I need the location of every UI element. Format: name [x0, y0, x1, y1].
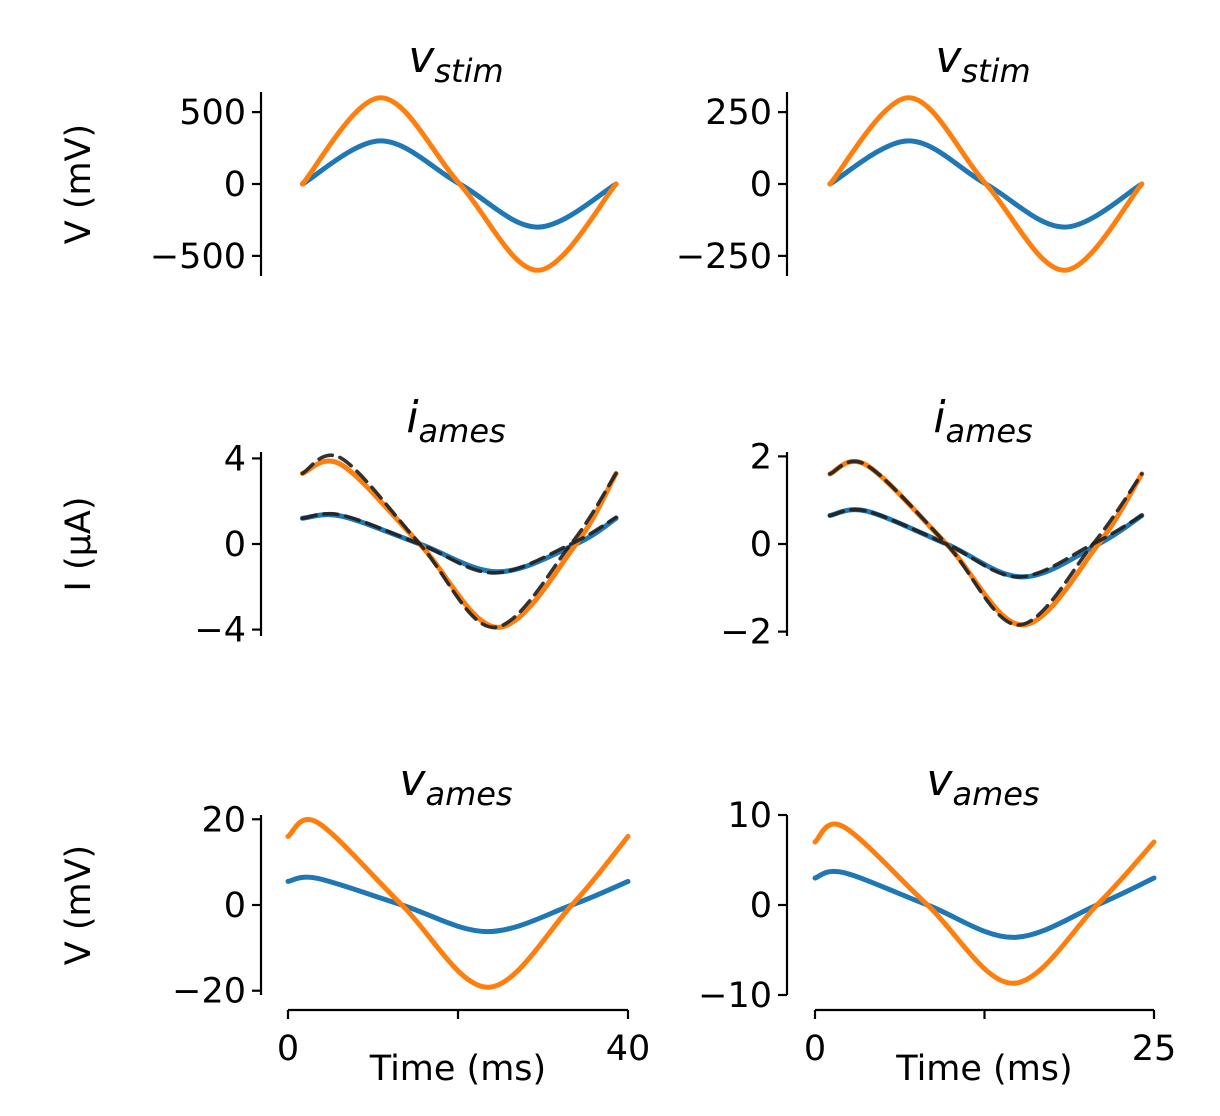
- x-tick-label: 25: [1132, 1029, 1177, 1069]
- chart-title-subscript: ames: [952, 775, 1039, 813]
- series-line: [299, 95, 619, 273]
- chart-title-main: v: [399, 755, 426, 806]
- chart-title-subscript: ames: [425, 775, 512, 813]
- series-line: [812, 821, 1157, 986]
- chart-panel-6: vames 10 0 −10 0 25 Time (ms): [698, 755, 1176, 1089]
- y-tick-label: 0: [224, 886, 246, 926]
- chart-title: vames: [399, 755, 512, 813]
- y-tick-label: −20: [172, 972, 246, 1012]
- y-tick-label: 10: [727, 796, 772, 836]
- chart-panel-5: vames 20 0 −20 V (mV) 0 40 Time (ms): [59, 755, 650, 1089]
- chart-title-subscript: ames: [419, 412, 506, 450]
- y-tick-label: 4: [224, 439, 246, 479]
- y-tick-label: −10: [698, 976, 772, 1016]
- chart-panel-4: iames 2 0 −2: [720, 392, 1145, 653]
- y-tick-label: 0: [750, 886, 772, 926]
- series-line: [285, 874, 631, 935]
- x-axis-label: Time (ms): [895, 1049, 1072, 1089]
- chart-title: iames: [406, 392, 505, 450]
- y-axis-label: I (μA): [59, 497, 99, 592]
- chart-title-subscript: stim: [434, 52, 503, 90]
- x-tick-label: 0: [277, 1029, 299, 1069]
- chart-title-subscript: stim: [961, 52, 1030, 90]
- y-tick-label: 0: [750, 525, 772, 565]
- y-tick-label: 0: [750, 165, 772, 205]
- chart-title: vames: [926, 755, 1039, 813]
- y-tick-label: 0: [224, 165, 246, 205]
- fit-dashed-line: [300, 511, 618, 575]
- y-axis-label: V (mV): [59, 124, 99, 244]
- y-tick-label: −2: [720, 613, 772, 653]
- chart-title: iames: [933, 392, 1032, 450]
- y-tick-label: 500: [179, 93, 246, 133]
- chart-title-main: i: [933, 392, 946, 443]
- chart-title-subscript: ames: [946, 412, 1033, 450]
- series-line: [812, 868, 1157, 940]
- chart-title: vstim: [408, 32, 503, 90]
- y-tick-label: −4: [194, 611, 246, 651]
- y-axis-label: V (mV): [59, 845, 99, 965]
- y-tick-label: 20: [201, 800, 246, 840]
- y-tick-label: −250: [676, 237, 772, 277]
- chart-title: vstim: [935, 32, 1030, 90]
- chart-title-main: v: [935, 32, 962, 83]
- x-tick-label: 40: [606, 1029, 651, 1069]
- chart-title-main: i: [406, 392, 419, 443]
- chart-panel-1: vstim 500 0 −500 V (mV): [59, 32, 619, 277]
- chart-title-main: v: [926, 755, 953, 806]
- fit-dashed-line: [300, 453, 618, 630]
- y-tick-label: −500: [150, 237, 246, 277]
- chart-title-main: v: [408, 32, 435, 83]
- x-tick-label: 0: [804, 1029, 826, 1069]
- y-tick-label: 0: [224, 525, 246, 565]
- y-tick-label: 2: [750, 437, 772, 477]
- y-tick-label: 250: [705, 93, 772, 133]
- fit-dashed-line: [828, 459, 1144, 627]
- chart-panel-2: vstim 250 0 −250: [676, 32, 1145, 277]
- series-line: [827, 95, 1145, 273]
- series-line: [285, 817, 631, 990]
- chart-panel-3: iames 4 0 −4 I (μA): [59, 392, 619, 651]
- x-axis-label: Time (ms): [369, 1049, 546, 1089]
